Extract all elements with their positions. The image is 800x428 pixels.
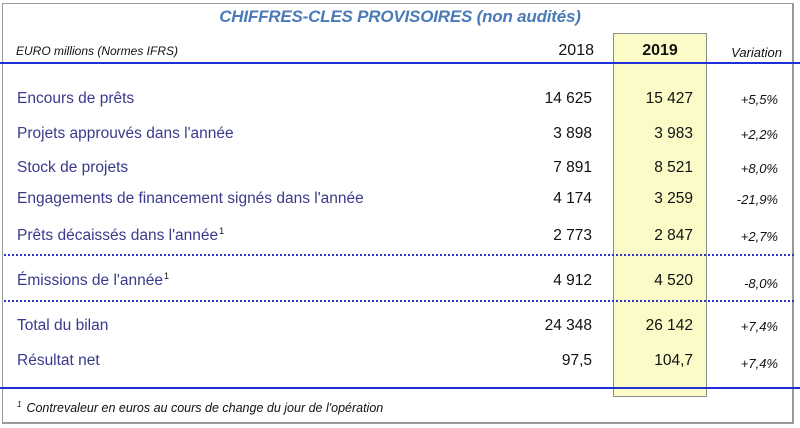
value-2018: 4 912	[553, 272, 592, 289]
column-header-variation: Variation	[731, 45, 782, 60]
table-row: Projets approuvés dans l'année 3 898 3 9…	[0, 125, 800, 149]
table-row: Engagements de financement signés dans l…	[0, 190, 800, 214]
header-rule	[0, 62, 800, 64]
value-2019: 8 521	[654, 159, 693, 176]
variation: +5,5%	[740, 92, 778, 107]
value-2018: 97,5	[561, 352, 592, 369]
value-2019: 4 520	[654, 272, 693, 289]
table-row: Résultat net 97,5 104,7 +7,4%	[0, 352, 800, 376]
footnote-marker: 1	[17, 399, 22, 409]
value-2019: 2 847	[654, 227, 693, 244]
value-2018: 24 348	[544, 317, 592, 334]
table-row: Prêts décaissés dans l'année1 2 773 2 84…	[0, 225, 800, 251]
value-2018: 7 891	[553, 159, 592, 176]
value-2018: 14 625	[544, 90, 592, 107]
row-label: Total du bilan	[17, 317, 109, 334]
unit-label: EURO millions (Normes IFRS)	[16, 44, 179, 58]
table-row: Stock de projets 7 891 8 521 +8,0%	[0, 159, 800, 183]
column-header-2018: 2018	[558, 42, 594, 59]
value-2018: 3 898	[553, 125, 592, 142]
value-2018: 4 174	[553, 190, 592, 207]
dotted-separator	[4, 254, 794, 256]
variation: +2,2%	[740, 127, 778, 142]
row-label: Projets approuvés dans l'année	[17, 125, 234, 142]
variation: +7,4%	[740, 319, 778, 334]
value-2019: 3 259	[654, 190, 693, 207]
variation: -21,9%	[736, 192, 778, 207]
highlight-column-2019	[613, 33, 707, 397]
variation: +8,0%	[740, 161, 778, 176]
value-2019: 15 427	[645, 90, 693, 107]
value-2019: 104,7	[654, 352, 693, 369]
row-label: Stock de projets	[17, 159, 129, 176]
row-label: Engagements de financement signés dans l…	[17, 190, 364, 207]
variation: +7,4%	[740, 356, 778, 371]
footnote: 1 Contrevaleur en euros au cours de chang…	[17, 399, 384, 415]
variation: -8,0%	[744, 276, 778, 291]
value-2019: 26 142	[645, 317, 693, 334]
row-label: Émissions de l'année1	[17, 270, 170, 289]
table-title: CHIFFRES-CLES PROVISOIRES (non audités)	[219, 7, 581, 26]
table-row: Émissions de l'année1 4 912 4 520 -8,0%	[0, 270, 800, 296]
bottom-rule	[0, 387, 800, 389]
row-label: Encours de prêts	[17, 90, 135, 107]
row-label: Résultat net	[17, 352, 100, 369]
variation: +2,7%	[740, 229, 778, 244]
column-header-2019: 2019	[642, 42, 678, 59]
table-frame	[2, 3, 794, 424]
footnote-marker: 1	[164, 270, 170, 281]
row-label: Prêts décaissés dans l'année1	[17, 225, 225, 244]
dotted-separator	[4, 300, 794, 302]
table-row: Encours de prêts 14 625 15 427 +5,5%	[0, 90, 800, 114]
table-row: Total du bilan 24 348 26 142 +7,4%	[0, 317, 800, 341]
value-2018: 2 773	[553, 227, 592, 244]
value-2019: 3 983	[654, 125, 693, 142]
footnote-marker: 1	[219, 225, 225, 236]
